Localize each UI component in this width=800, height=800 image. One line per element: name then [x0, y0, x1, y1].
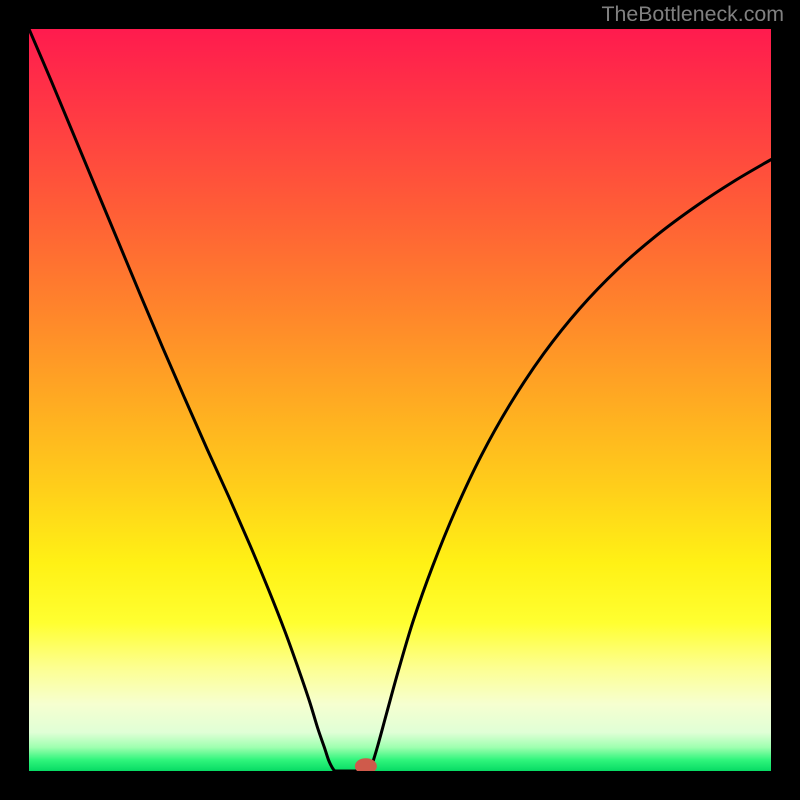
- watermark-label: TheBottleneck.com: [601, 2, 784, 27]
- curve-right-branch: [369, 160, 771, 771]
- plot-area: [29, 29, 771, 771]
- curve-left-branch: [29, 29, 335, 771]
- chart-container: TheBottleneck.com: [0, 0, 800, 800]
- curve-overlay: [29, 29, 771, 771]
